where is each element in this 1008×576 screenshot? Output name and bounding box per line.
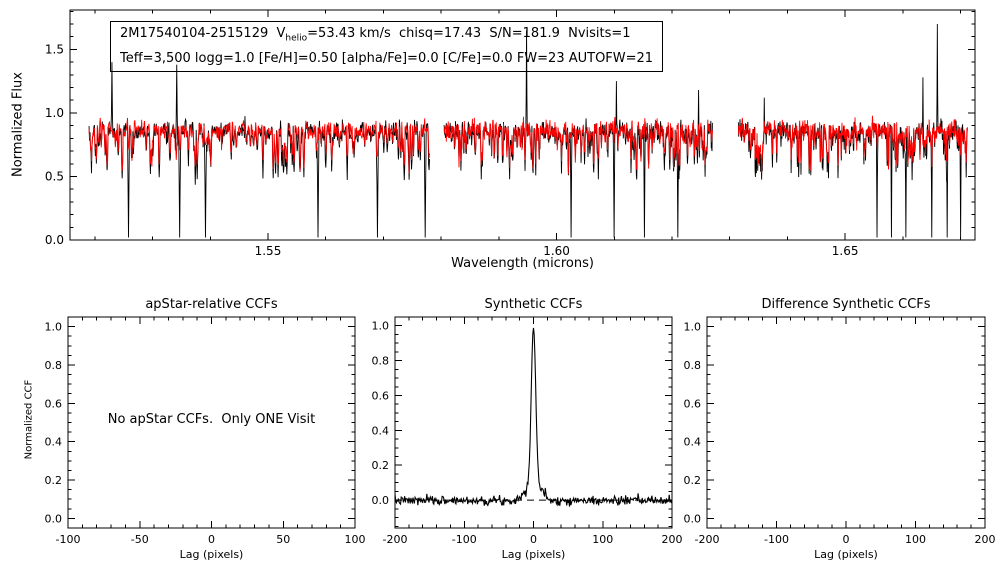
svg-text:1.0: 1.0 bbox=[45, 321, 63, 334]
svg-text:-200: -200 bbox=[383, 533, 408, 546]
svg-text:0.6: 0.6 bbox=[684, 397, 702, 410]
svg-text:0.2: 0.2 bbox=[45, 474, 63, 487]
svg-text:0.0: 0.0 bbox=[372, 494, 390, 507]
spectrum-x-axis-label: Wavelength (microns) bbox=[451, 256, 594, 271]
svg-text:200: 200 bbox=[662, 533, 683, 546]
svg-text:0.4: 0.4 bbox=[684, 436, 702, 449]
fit-parameters-annotation: 2M17540104-2515129 Vhelio=53.43 km/s chi… bbox=[110, 21, 664, 72]
svg-text:1.0: 1.0 bbox=[684, 321, 702, 334]
svg-text:100: 100 bbox=[592, 533, 613, 546]
svg-text:-50: -50 bbox=[131, 533, 149, 546]
svg-text:1.65: 1.65 bbox=[832, 244, 859, 258]
svg-text:0.8: 0.8 bbox=[372, 355, 390, 368]
apstar-ccf-x-axis-label: Lag (pixels) bbox=[179, 548, 244, 561]
svg-text:0.2: 0.2 bbox=[684, 474, 702, 487]
no-apstar-ccf-message: No apStar CCFs. Only ONE Visit bbox=[107, 412, 316, 427]
svg-text:-100: -100 bbox=[764, 533, 789, 546]
vhelio-subscript: helio bbox=[285, 33, 308, 44]
svg-text:1.60: 1.60 bbox=[543, 244, 570, 258]
svg-text:50: 50 bbox=[276, 533, 290, 546]
svg-text:0.4: 0.4 bbox=[372, 424, 390, 437]
svg-text:200: 200 bbox=[975, 533, 996, 546]
annotation-line-1: 2M17540104-2515129 Vhelio=53.43 km/s chi… bbox=[120, 26, 631, 44]
difference-ccf-panel-title: Difference Synthetic CCFs bbox=[761, 297, 931, 312]
svg-text:0.5: 0.5 bbox=[45, 169, 64, 183]
svg-text:0.0: 0.0 bbox=[684, 512, 702, 525]
svg-text:1.55: 1.55 bbox=[255, 244, 282, 258]
svg-text:0.0: 0.0 bbox=[45, 512, 63, 525]
svg-text:0.8: 0.8 bbox=[45, 359, 63, 372]
spectrum-y-axis-label: Normalized Flux bbox=[10, 72, 26, 177]
svg-text:-100: -100 bbox=[56, 533, 81, 546]
synthetic-ccf-panel-title: Synthetic CCFs bbox=[484, 297, 583, 312]
svg-text:0.4: 0.4 bbox=[45, 436, 63, 449]
svg-text:1.0: 1.0 bbox=[372, 320, 390, 333]
svg-text:-100: -100 bbox=[452, 533, 477, 546]
svg-text:-200: -200 bbox=[695, 533, 720, 546]
svg-text:0: 0 bbox=[843, 533, 850, 546]
svg-text:0.0: 0.0 bbox=[45, 233, 64, 247]
svg-text:0: 0 bbox=[530, 533, 537, 546]
apstar-ccf-y-axis-label: Normalized CCF bbox=[23, 379, 35, 460]
annotation-line-2: Teff=3,500 logg=1.0 [Fe/H]=0.50 [alpha/F… bbox=[120, 50, 654, 66]
svg-text:0.2: 0.2 bbox=[372, 459, 390, 472]
svg-text:0: 0 bbox=[208, 533, 215, 546]
difference-ccf-x-axis-label: Lag (pixels) bbox=[814, 548, 878, 561]
svg-text:1.5: 1.5 bbox=[45, 42, 64, 56]
synthetic-ccf-x-axis-label: Lag (pixels) bbox=[501, 548, 566, 561]
svg-text:0.8: 0.8 bbox=[684, 359, 702, 372]
svg-text:100: 100 bbox=[905, 533, 926, 546]
svg-text:0.6: 0.6 bbox=[372, 389, 390, 402]
svg-text:0.6: 0.6 bbox=[45, 397, 63, 410]
svg-text:100: 100 bbox=[345, 533, 366, 546]
svg-text:1.0: 1.0 bbox=[45, 106, 64, 120]
apstar-ccf-panel-title: apStar-relative CCFs bbox=[145, 297, 278, 312]
